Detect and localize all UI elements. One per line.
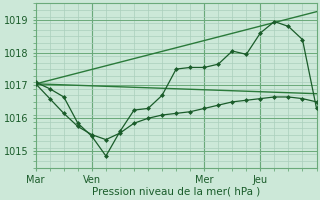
X-axis label: Pression niveau de la mer( hPa ): Pression niveau de la mer( hPa ) xyxy=(92,187,260,197)
